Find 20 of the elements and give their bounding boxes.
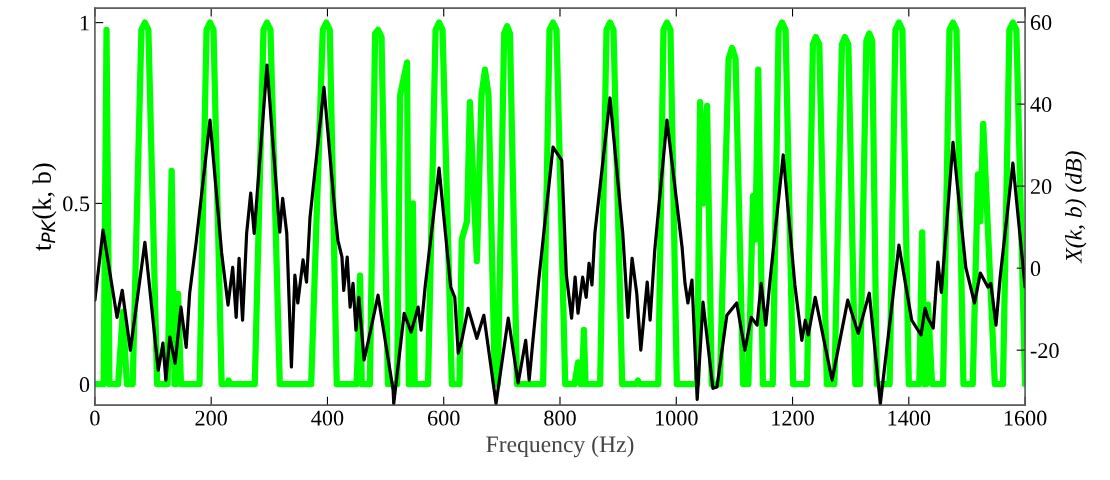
y2-tick-label: 0 (1030, 261, 1041, 277)
x-tick-label: 1600 (1004, 410, 1047, 426)
y2-tick-label: 20 (1030, 179, 1052, 195)
y-tick-label: 1 (80, 15, 89, 31)
x-tick-label: 200 (195, 410, 227, 426)
x-tick-label: 800 (544, 410, 576, 426)
y-tick-label: 0 (79, 377, 90, 393)
x-tick-label: 400 (311, 410, 344, 426)
x-tick-label: 600 (428, 410, 460, 426)
y2-tick-label: 60 (1030, 15, 1052, 31)
x-tick-label: 1400 (888, 410, 931, 426)
y2-tick-label: -20 (1030, 343, 1059, 359)
x-tick-label: 1200 (772, 410, 814, 426)
x-tick-label: 1000 (656, 410, 698, 426)
y-axis-title: t$_{PK}$(k, b) (32, 163, 57, 251)
y-tick-label: 0.5 (63, 196, 90, 212)
y2-tick-label: 40 (1030, 97, 1052, 113)
x-axis-title: Frequency (Hz) (486, 435, 634, 458)
y2-axis-title: X(k, b) (dB) (1065, 151, 1087, 264)
x-tick-label: 0 (90, 410, 100, 426)
